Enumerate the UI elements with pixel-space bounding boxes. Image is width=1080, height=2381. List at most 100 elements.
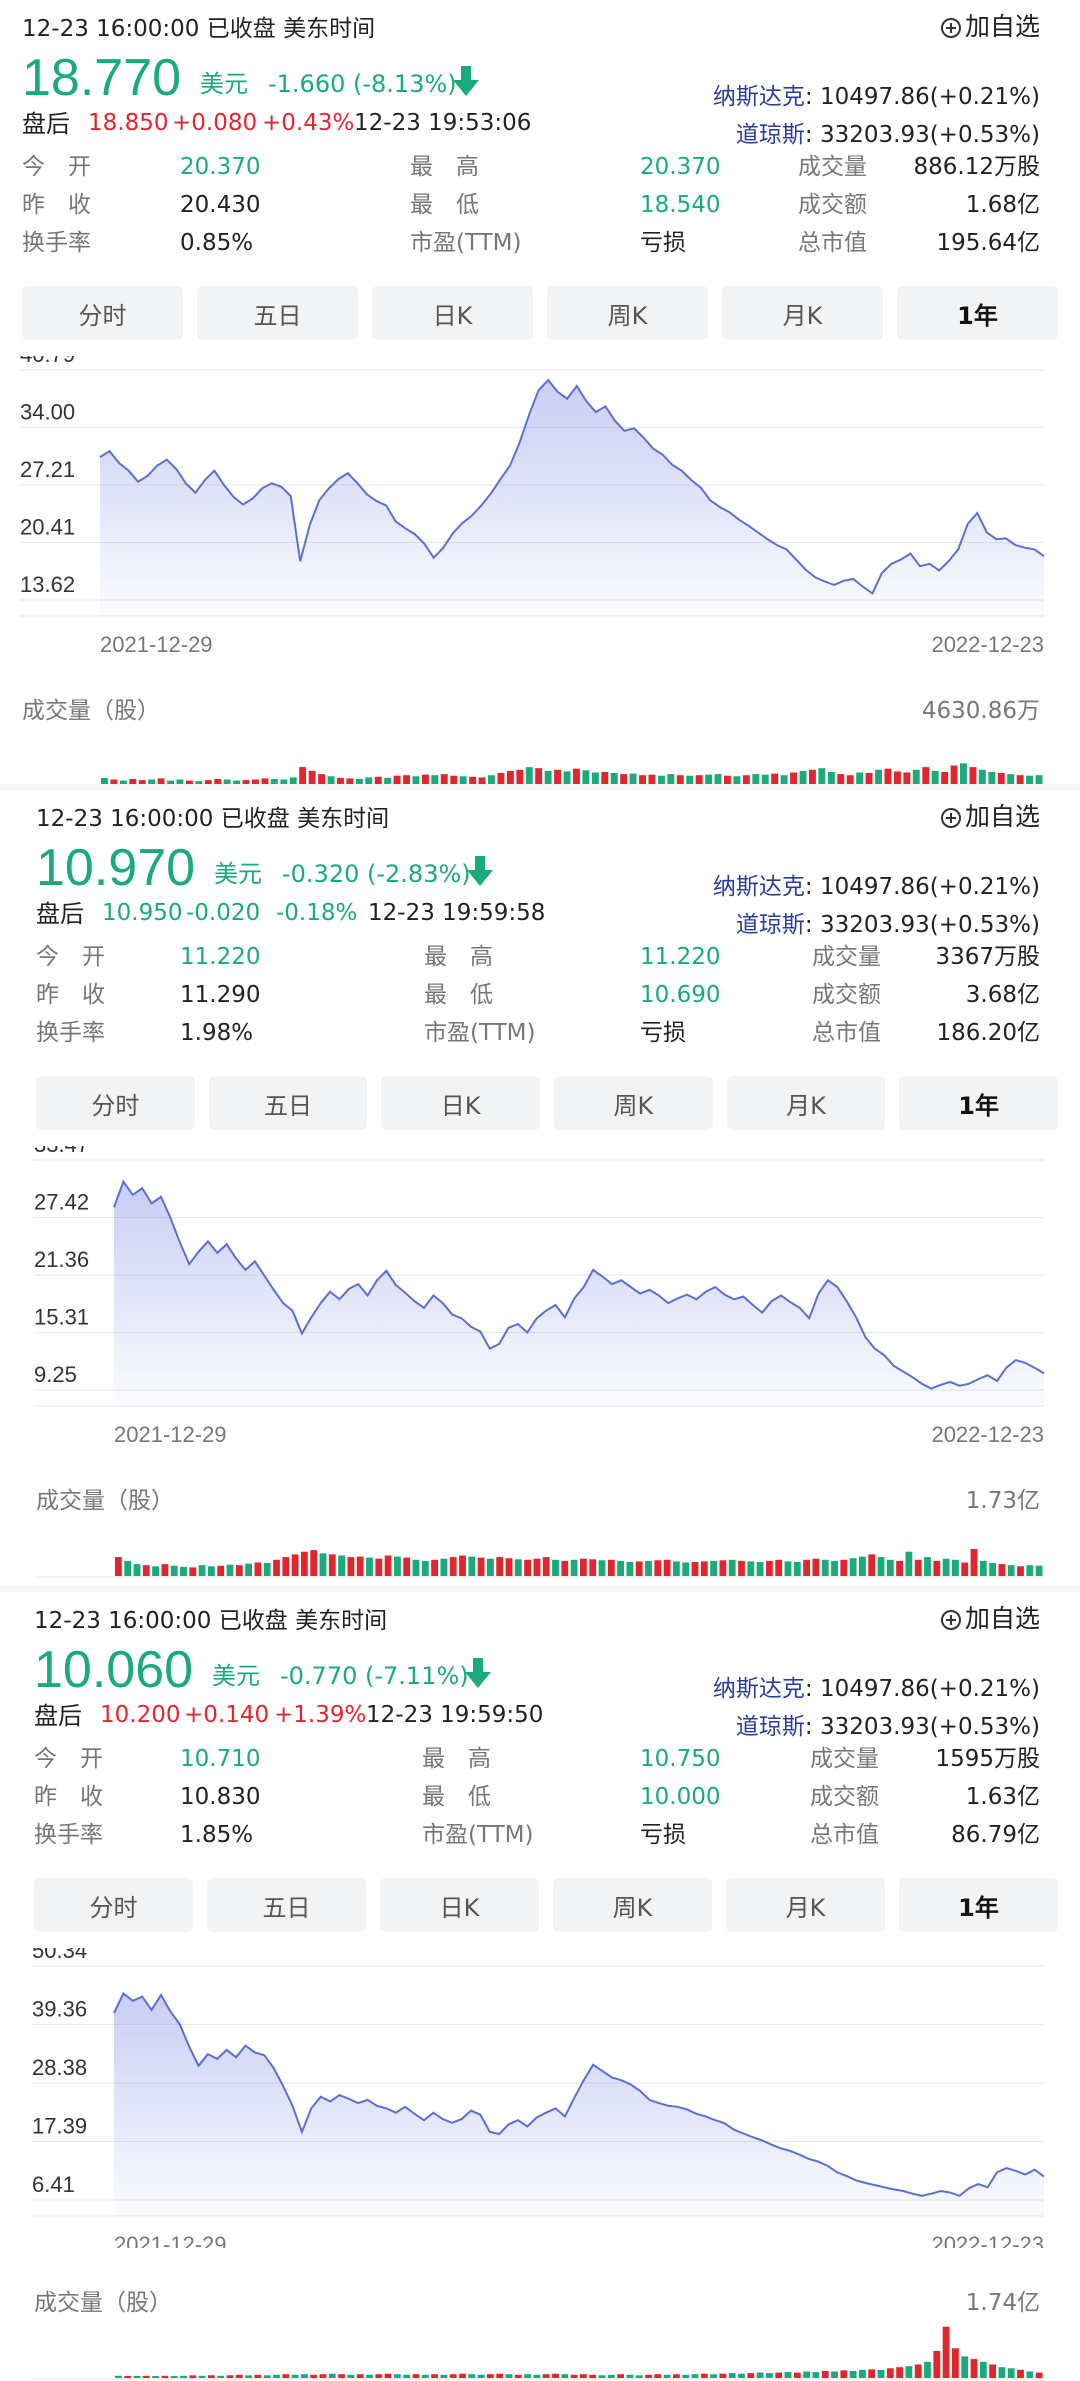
volume-bar [525, 767, 533, 786]
volume-bar [356, 2374, 364, 2378]
volume-bar [487, 2374, 494, 2378]
nasdaq-index[interactable]: 纳斯达克: 10497.86(+0.21%) [713, 86, 1040, 109]
volume-bar [142, 2375, 150, 2378]
stat-value: 11.290 [180, 982, 261, 1008]
volume-bar [728, 1559, 736, 1576]
volume-bar [496, 1557, 504, 1576]
volume-bar [365, 777, 373, 786]
tab-0[interactable]: 分时 [22, 286, 183, 340]
price-area [100, 380, 1044, 616]
volume-bar [366, 1557, 373, 1576]
tab-2[interactable]: 日K [381, 1076, 540, 1130]
volume-bar [468, 2374, 476, 2378]
volume-bar [639, 775, 646, 786]
volume-bar [840, 1559, 848, 1576]
panel-separator [0, 784, 1080, 790]
stat-label: 成交额 [810, 1784, 879, 1810]
nasdaq-index[interactable]: 纳斯达克: 10497.86(+0.21%) [713, 876, 1040, 899]
volume-bar [978, 769, 986, 786]
stat-label: 市盈(TTM) [422, 1822, 534, 1848]
stat-value: 3367万股 [935, 944, 1040, 970]
volume-bar [412, 776, 420, 786]
tab-3[interactable]: 周K [547, 286, 708, 340]
tab-4[interactable]: 月K [726, 1076, 886, 1130]
price-line [113, 1179, 1045, 1390]
volume-bar [1007, 1565, 1015, 1576]
volume-bar [663, 2374, 671, 2378]
nasdaq-index[interactable]: 纳斯达克: 10497.86(+0.21%) [713, 1678, 1040, 1701]
volume-bar [384, 1555, 392, 1576]
tab-4[interactable]: 月K [722, 286, 883, 340]
volume-bar [695, 775, 703, 786]
volume-bar [506, 770, 514, 786]
tab-3[interactable]: 周K [553, 1878, 712, 1932]
tab-1[interactable]: 五日 [207, 1878, 366, 1932]
tab-0[interactable]: 分时 [36, 1076, 195, 1130]
price-change: -0.770 (-7.11%) [280, 1662, 469, 1690]
add-watchlist-button[interactable]: 加自选 [940, 804, 1040, 829]
market-status: 12-23 16:00:00 已收盘 美东时间 [22, 16, 376, 42]
volume-bar [691, 2374, 699, 2378]
tab-2[interactable]: 日K [372, 286, 533, 340]
after-hours-time: 12-23 19:53:06 [354, 110, 532, 136]
volume-bar [328, 1554, 336, 1576]
volume-bar [894, 771, 901, 786]
tab-5[interactable]: 1年 [899, 1076, 1058, 1130]
tab-3[interactable]: 周K [554, 1076, 713, 1130]
volume-bar [301, 1551, 308, 1576]
volume-bar [1026, 2371, 1034, 2378]
tab-0[interactable]: 分时 [34, 1878, 193, 1932]
y-tick-label: 20.41 [20, 515, 75, 540]
volume-bar [896, 2367, 903, 2378]
plus-circle-icon [940, 808, 961, 828]
volume-bar [516, 769, 524, 786]
add-watchlist-button[interactable]: 加自选 [940, 14, 1040, 39]
volume-bar [375, 1558, 383, 1576]
volume-bar [488, 775, 495, 786]
volume-bar [905, 2366, 913, 2378]
volume-bar [561, 1560, 569, 1576]
volume-bar [554, 769, 561, 786]
volume-bar [308, 770, 316, 786]
dow-label: 道琼斯 [735, 912, 805, 938]
after-hours-label: 盘后 [36, 900, 84, 928]
add-watchlist-button[interactable]: 加自选 [940, 1606, 1040, 1631]
volume-chart [34, 1549, 1044, 1578]
tab-5[interactable]: 1年 [897, 286, 1058, 340]
volume-bar [580, 2374, 587, 2378]
volume-bar [912, 769, 920, 786]
dow-index[interactable]: 道琼斯: 33203.93(+0.53%) [736, 1716, 1040, 1739]
volume-bar [226, 2375, 234, 2378]
tab-1[interactable]: 五日 [197, 286, 358, 340]
volume-bar [204, 780, 212, 786]
after-hours-time: 12-23 19:59:58 [368, 900, 546, 926]
volume-bar [589, 2374, 597, 2378]
volume-bar [961, 1562, 969, 1576]
volume-bar [189, 2375, 197, 2378]
stat-value: 10.710 [180, 1746, 261, 1772]
tab-1[interactable]: 五日 [208, 1076, 368, 1130]
volume-bar [799, 770, 807, 786]
period-tabs: 分时 五日 日K 周K 月K 1年 [34, 1878, 1058, 1932]
volume-bar [952, 2348, 959, 2378]
price-change: -1.660 (-8.13%) [268, 70, 457, 98]
volume-bar [301, 2374, 308, 2378]
x-tick-label: 2021-12-29 [114, 1422, 227, 1446]
volume-bar [998, 2367, 1006, 2378]
dow-label: 道琼斯 [735, 1714, 805, 1740]
volume-bar [384, 777, 392, 786]
y-tick-label: 6.41 [32, 2172, 75, 2197]
stock-panel: 12-23 16:00:00 已收盘 美东时间 加自选 10.060 美元 -0… [0, 1592, 1080, 2381]
stat-value: 86.79亿 [951, 1822, 1040, 1848]
tab-5[interactable]: 1年 [899, 1878, 1058, 1932]
tab-4[interactable]: 月K [726, 1878, 885, 1932]
tab-2[interactable]: 日K [380, 1878, 539, 1932]
stat-value: 1.85% [180, 1822, 254, 1848]
volume-bar [375, 2374, 383, 2378]
dow-index[interactable]: 道琼斯: 33203.93(+0.53%) [736, 124, 1040, 147]
arrow-down-icon [465, 1658, 491, 1688]
dow-index[interactable]: 道琼斯: 33203.93(+0.53%) [736, 914, 1040, 937]
volume-bar [607, 2374, 615, 2378]
volume-bar [1035, 775, 1043, 786]
stat-label: 最 高 [422, 1746, 491, 1772]
